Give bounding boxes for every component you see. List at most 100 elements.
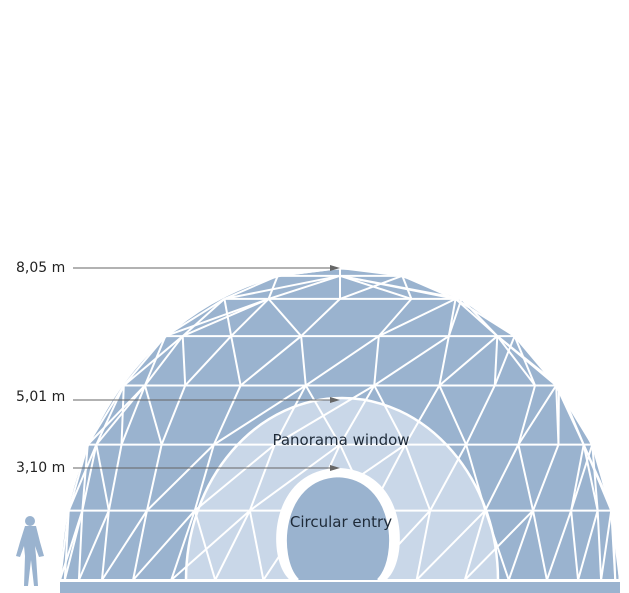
strut <box>555 385 585 446</box>
strut <box>214 510 251 580</box>
strut <box>181 336 187 386</box>
strut <box>438 335 498 387</box>
strut <box>555 385 560 445</box>
strut <box>144 335 167 386</box>
strut <box>305 335 380 387</box>
strut <box>545 510 573 580</box>
strut <box>123 335 184 387</box>
strut <box>223 298 233 337</box>
strut <box>582 444 614 511</box>
strut <box>146 443 215 512</box>
strut <box>77 510 110 580</box>
strut <box>493 336 499 386</box>
strut <box>496 335 536 387</box>
height-label-total: 8,05 m <box>16 260 65 276</box>
height-marker-5-01: 5,01 m <box>16 389 340 405</box>
strut <box>143 385 163 445</box>
strut <box>95 384 146 446</box>
strut <box>107 444 123 511</box>
strut <box>184 335 232 387</box>
strut <box>194 443 276 512</box>
panorama-window-label: Panorama window <box>272 431 409 449</box>
strut <box>224 274 341 300</box>
strut <box>81 444 89 511</box>
strut <box>249 443 341 512</box>
strut <box>273 385 307 446</box>
strut <box>248 444 276 511</box>
strut <box>77 510 84 580</box>
strut <box>95 385 125 446</box>
strut <box>304 384 341 446</box>
strut <box>438 385 468 446</box>
strut <box>193 510 217 580</box>
person-icon <box>16 516 44 586</box>
strut <box>212 385 242 446</box>
strut <box>513 335 536 386</box>
strut <box>248 510 265 580</box>
strut <box>404 384 441 446</box>
strut <box>378 298 413 337</box>
strut <box>532 444 560 511</box>
strut <box>373 335 380 386</box>
strut <box>401 275 413 300</box>
strut <box>182 297 269 337</box>
strut <box>404 444 432 511</box>
strut <box>373 335 450 387</box>
strut <box>532 510 548 580</box>
strut <box>463 510 487 580</box>
strut <box>300 298 341 337</box>
strut <box>596 510 603 580</box>
strut <box>230 298 270 337</box>
strut <box>95 444 110 511</box>
strut <box>300 335 307 386</box>
strut <box>507 510 534 580</box>
strut <box>268 274 341 300</box>
strut <box>101 510 148 580</box>
strut <box>267 298 302 337</box>
strut <box>415 509 486 580</box>
strut <box>170 509 251 580</box>
strut <box>464 509 534 580</box>
height-marker-3-10: 3,10 m <box>16 460 340 476</box>
strut <box>429 444 468 512</box>
height-label-entry: 3,10 m <box>16 460 65 476</box>
strut <box>438 335 450 386</box>
circular-entry <box>276 468 400 581</box>
strut <box>63 510 70 580</box>
strut <box>378 297 456 337</box>
strut <box>517 385 537 445</box>
strut <box>339 274 462 300</box>
dome-outline <box>58 266 622 581</box>
strut <box>447 298 463 337</box>
strut <box>120 385 125 445</box>
strut <box>465 385 496 446</box>
strut <box>165 297 269 338</box>
strut <box>600 510 613 580</box>
strut <box>415 510 432 580</box>
strut <box>570 510 580 580</box>
strut <box>517 444 535 511</box>
strut <box>339 274 403 300</box>
strut <box>87 384 146 446</box>
strut <box>493 335 516 386</box>
strut <box>577 510 599 580</box>
strut <box>582 444 599 511</box>
strut <box>496 335 560 387</box>
height-marker-8-05: 8,05 m <box>16 260 340 276</box>
strut <box>274 384 375 446</box>
strut <box>67 444 98 511</box>
strut <box>182 298 226 337</box>
height-label-panorama: 5,01 m <box>16 389 65 405</box>
strut <box>230 335 242 386</box>
strut <box>373 385 407 446</box>
strut <box>455 298 516 337</box>
strut <box>144 335 184 387</box>
strut <box>145 444 163 511</box>
strut <box>339 274 412 300</box>
strut <box>164 298 225 337</box>
strut <box>193 444 215 511</box>
strut <box>570 444 585 511</box>
strut <box>267 275 279 300</box>
panorama-outline <box>184 396 500 581</box>
